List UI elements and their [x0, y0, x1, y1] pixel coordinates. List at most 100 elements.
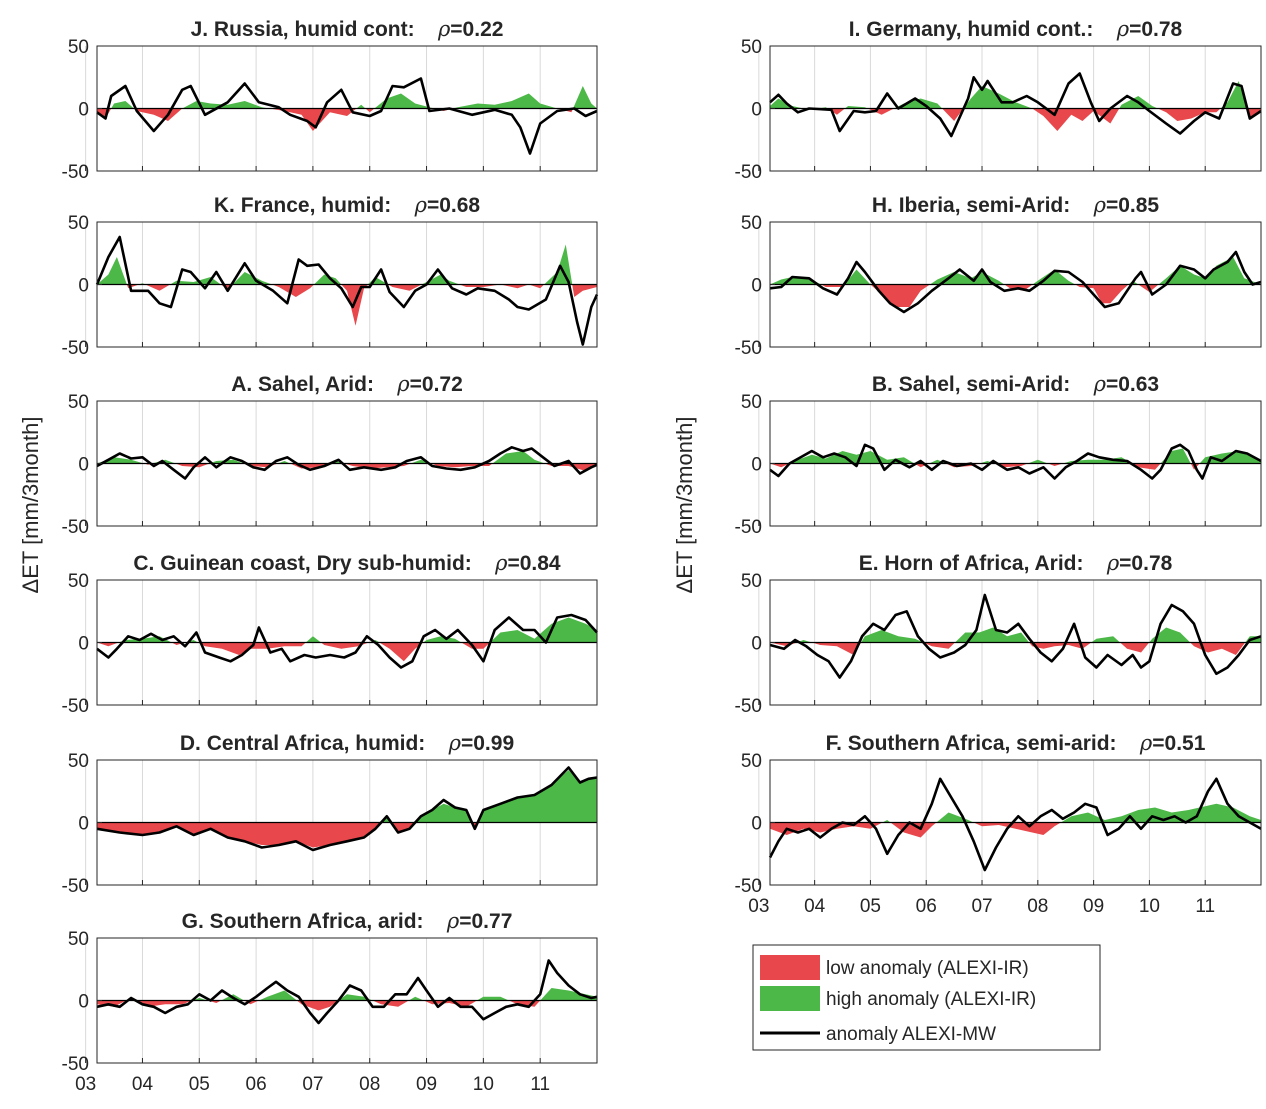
low-anomaly-area — [97, 822, 597, 848]
y-tick-label: 50 — [68, 571, 89, 592]
legend: low anomaly (ALEXI-IR) high anomaly (ALE… — [752, 944, 1101, 1051]
rho-value: =0.77 — [459, 910, 512, 933]
x-tick-label: 10 — [1139, 896, 1160, 917]
x-tick-label: 05 — [189, 1074, 210, 1095]
panel-title: C. Guinean coast, Dry sub-humid: ρ=0.84 — [133, 551, 561, 575]
x-tick-label: 11 — [1195, 896, 1215, 917]
y-tick-label: 50 — [741, 751, 762, 772]
rho-value: =0.72 — [410, 373, 463, 396]
rho-symbol: ρ — [494, 551, 508, 575]
x-tick-label: 08 — [1027, 896, 1048, 917]
rho-value: =0.63 — [1106, 373, 1159, 396]
y-tick-label: 0 — [78, 455, 89, 476]
high-anomaly-area — [97, 86, 597, 109]
high-anomaly-area — [97, 770, 597, 823]
rho-symbol: ρ — [1093, 372, 1107, 396]
panel-E: 50 0 -50 E. Horn of Africa, Arid: ρ=0.78 — [735, 551, 1262, 717]
y-tick-label: -50 — [62, 162, 89, 183]
panel-title: D. Central Africa, humid: ρ=0.99 — [180, 731, 514, 755]
rho-value: =0.78 — [1129, 18, 1182, 41]
panel-title: H. Iberia, semi-Arid: ρ=0.85 — [872, 193, 1160, 217]
low-anomaly-area — [770, 284, 1261, 307]
high-anomaly-area — [770, 257, 1261, 285]
panel-title-text: B. Sahel, semi-Arid: — [872, 373, 1094, 396]
panel-J: 50 0 -50 J. Russia, humid cont: ρ=0.22 — [62, 17, 598, 183]
low-anomaly-area — [770, 642, 1261, 655]
legend-label-high: high anomaly (ALEXI-IR) — [826, 989, 1036, 1010]
y-tick-label: 0 — [78, 992, 89, 1013]
x-tick-label: 09 — [1083, 896, 1104, 917]
panel-title-text: E. Horn of Africa, Arid: — [859, 552, 1107, 575]
x-tick-label: 09 — [416, 1074, 437, 1095]
high-anomaly-area — [97, 988, 597, 1001]
panel-title-text: K. France, humid: — [214, 194, 415, 217]
rho-value: =0.85 — [1106, 194, 1159, 217]
panel-I: 50 0 -50 I. Germany, humid cont.: ρ=0.78 — [735, 17, 1262, 183]
rho-symbol: ρ — [1116, 17, 1130, 41]
panel-title: I. Germany, humid cont.: ρ=0.78 — [849, 17, 1183, 41]
panel-title-text: F. Southern Africa, semi-arid: — [826, 732, 1140, 755]
panel-title-text: C. Guinean coast, Dry sub-humid: — [133, 552, 495, 575]
low-anomaly-area — [97, 463, 597, 471]
y-tick-label: 0 — [78, 276, 89, 297]
y-tick-label: -50 — [62, 517, 89, 538]
panel-title: G. Southern Africa, arid: ρ=0.77 — [182, 909, 513, 933]
mw-anomaly-line — [96, 959, 598, 1025]
x-tick-label: 08 — [359, 1074, 380, 1095]
panel-title: B. Sahel, semi-Arid: ρ=0.63 — [872, 372, 1159, 396]
y-tick-label: -50 — [62, 876, 89, 897]
mw-anomaly-line — [769, 250, 1262, 314]
rho-value: =0.84 — [507, 552, 560, 575]
x-tick-label: 04 — [132, 1074, 154, 1095]
legend-label-mw: anomaly ALEXI-MW — [826, 1024, 996, 1045]
y-tick-label: -50 — [735, 876, 762, 897]
y-axis-label-right: ΔET [mm/3month] — [672, 417, 697, 594]
y-tick-label: -50 — [62, 1054, 89, 1075]
panel-title-text: G. Southern Africa, arid: — [182, 910, 447, 933]
rho-symbol: ρ — [414, 193, 428, 217]
y-tick-label: 50 — [68, 213, 89, 234]
y-tick-label: 50 — [68, 37, 89, 58]
y-tick-label: -50 — [735, 696, 762, 717]
rho-symbol: ρ — [396, 372, 410, 396]
rho-value: =0.22 — [450, 18, 503, 41]
legend-swatch-high — [760, 986, 820, 1011]
y-tick-label: 0 — [751, 634, 762, 655]
panel-title: J. Russia, humid cont: ρ=0.22 — [191, 17, 504, 41]
mw-anomaly-line — [769, 443, 1262, 480]
y-tick-label: 50 — [68, 751, 89, 772]
x-tick-label: 06 — [246, 1074, 267, 1095]
x-tick-label: 06 — [916, 896, 937, 917]
mw-anomaly-line — [96, 766, 598, 852]
high-anomaly-area — [770, 448, 1261, 464]
panel-title-text: J. Russia, humid cont: — [191, 18, 438, 41]
panel-H: 50 0 -50 H. Iberia, semi-Arid: ρ=0.85 — [735, 193, 1262, 359]
x-tick-label: 07 — [971, 896, 992, 917]
rho-symbol: ρ — [448, 731, 462, 755]
y-tick-label: 0 — [78, 634, 89, 655]
x-tick-label: 03 — [748, 896, 769, 917]
low-anomaly-area — [770, 463, 1261, 470]
rho-value: =0.78 — [1119, 552, 1172, 575]
x-tick-label: 05 — [860, 896, 881, 917]
high-anomaly-area — [770, 803, 1261, 823]
rho-symbol: ρ — [437, 17, 451, 41]
panel-title: A. Sahel, Arid: ρ=0.72 — [231, 372, 463, 396]
rho-value: =0.99 — [461, 732, 514, 755]
mw-anomaly-line — [769, 72, 1262, 138]
rho-symbol: ρ — [1139, 731, 1153, 755]
y-tick-label: 0 — [78, 100, 89, 121]
rho-symbol: ρ — [1106, 551, 1120, 575]
y-tick-label: 0 — [751, 100, 762, 121]
y-tick-label: -50 — [62, 338, 89, 359]
x-tick-label: 03 — [75, 1074, 96, 1095]
y-tick-label: 50 — [68, 929, 89, 950]
y-tick-label: -50 — [735, 162, 762, 183]
mw-anomaly-line — [95, 235, 599, 346]
panel-title: K. France, humid: ρ=0.68 — [214, 193, 481, 217]
y-tick-label: 50 — [68, 392, 89, 413]
low-anomaly-area — [97, 108, 597, 131]
rho-value: =0.68 — [427, 194, 480, 217]
